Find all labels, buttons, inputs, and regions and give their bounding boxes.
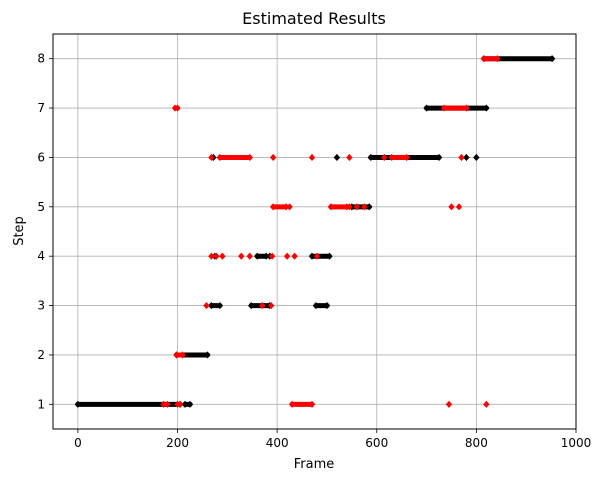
data-point — [548, 55, 556, 63]
data-point — [463, 153, 470, 162]
data-point — [216, 301, 224, 310]
x-tick-label: 1000 — [561, 436, 592, 450]
data-point — [473, 153, 480, 162]
data-point — [208, 153, 215, 162]
data-point — [269, 203, 277, 211]
data-point — [361, 203, 368, 211]
axis-ticks: 0 200 400 600 800 1000 1 2 3 4 5 6 7 8 — [37, 52, 591, 450]
data-point — [388, 153, 395, 162]
data-point — [440, 104, 448, 112]
data-point — [208, 252, 215, 260]
data-point — [204, 351, 211, 359]
data-point — [458, 153, 465, 162]
data-point — [291, 252, 298, 260]
y-tick-label: 1 — [37, 397, 45, 411]
data-point — [268, 252, 276, 260]
data-point — [219, 252, 226, 260]
data-point — [246, 153, 253, 162]
data-point — [238, 252, 245, 260]
data-point — [346, 203, 353, 211]
data-point — [173, 351, 180, 359]
data-point — [179, 351, 186, 359]
data-point — [403, 153, 410, 162]
x-axis-label: Frame — [294, 457, 335, 472]
data-point — [186, 400, 194, 408]
data-point — [435, 153, 443, 162]
data-point — [323, 301, 331, 310]
x-tick-label: 400 — [266, 436, 289, 450]
data-point — [283, 252, 291, 260]
data-point — [463, 104, 470, 112]
data-point — [326, 252, 333, 260]
data-point — [267, 301, 275, 310]
data-point — [308, 400, 316, 408]
data-point — [313, 252, 321, 260]
data-point — [288, 400, 296, 408]
data-point — [216, 153, 224, 162]
data-point — [181, 400, 189, 408]
data-point — [353, 203, 361, 211]
x-tick-label: 800 — [465, 436, 488, 450]
data-point — [160, 400, 167, 408]
data-point — [246, 252, 253, 260]
data-point — [333, 153, 341, 162]
data-point — [494, 55, 501, 63]
y-tick-label: 2 — [37, 348, 45, 362]
y-tick-label: 8 — [37, 52, 45, 66]
y-tick-label: 6 — [37, 150, 45, 164]
x-tick-label: 0 — [74, 436, 82, 450]
data-point — [208, 301, 215, 310]
x-tick-label: 600 — [365, 436, 388, 450]
chart-title: Estimated Results — [242, 9, 386, 28]
data-point — [448, 203, 455, 211]
data-point — [213, 252, 220, 260]
data-point — [203, 301, 210, 310]
data-point — [445, 400, 453, 408]
data-point — [423, 104, 430, 112]
data-point — [286, 203, 293, 211]
data-point — [455, 203, 463, 211]
data-point — [308, 153, 316, 162]
data-point — [312, 301, 320, 310]
x-tick-label: 200 — [166, 436, 189, 450]
y-tick-label: 5 — [37, 200, 45, 214]
data-point — [282, 203, 290, 211]
data-point — [176, 400, 184, 408]
y-axis-label: Step — [12, 216, 27, 246]
data-point — [381, 153, 388, 162]
data-point — [174, 104, 181, 112]
data-point — [367, 153, 374, 162]
plot-area-frame — [52, 33, 577, 430]
data-point — [480, 55, 488, 63]
data-point — [366, 203, 373, 211]
data-point — [483, 104, 490, 112]
data-point — [259, 301, 266, 310]
data-point — [308, 252, 316, 260]
data-point — [327, 203, 335, 211]
data-point — [248, 301, 255, 310]
data-point — [74, 400, 82, 408]
data-point — [269, 153, 277, 162]
data-point — [254, 252, 261, 260]
data-points — [74, 55, 556, 408]
data-point — [346, 153, 353, 162]
y-tick-label: 7 — [37, 101, 45, 115]
data-point — [164, 400, 171, 408]
data-point — [262, 252, 270, 260]
data-point — [483, 400, 490, 408]
y-tick-label: 3 — [37, 299, 45, 313]
y-tick-label: 4 — [37, 249, 45, 263]
